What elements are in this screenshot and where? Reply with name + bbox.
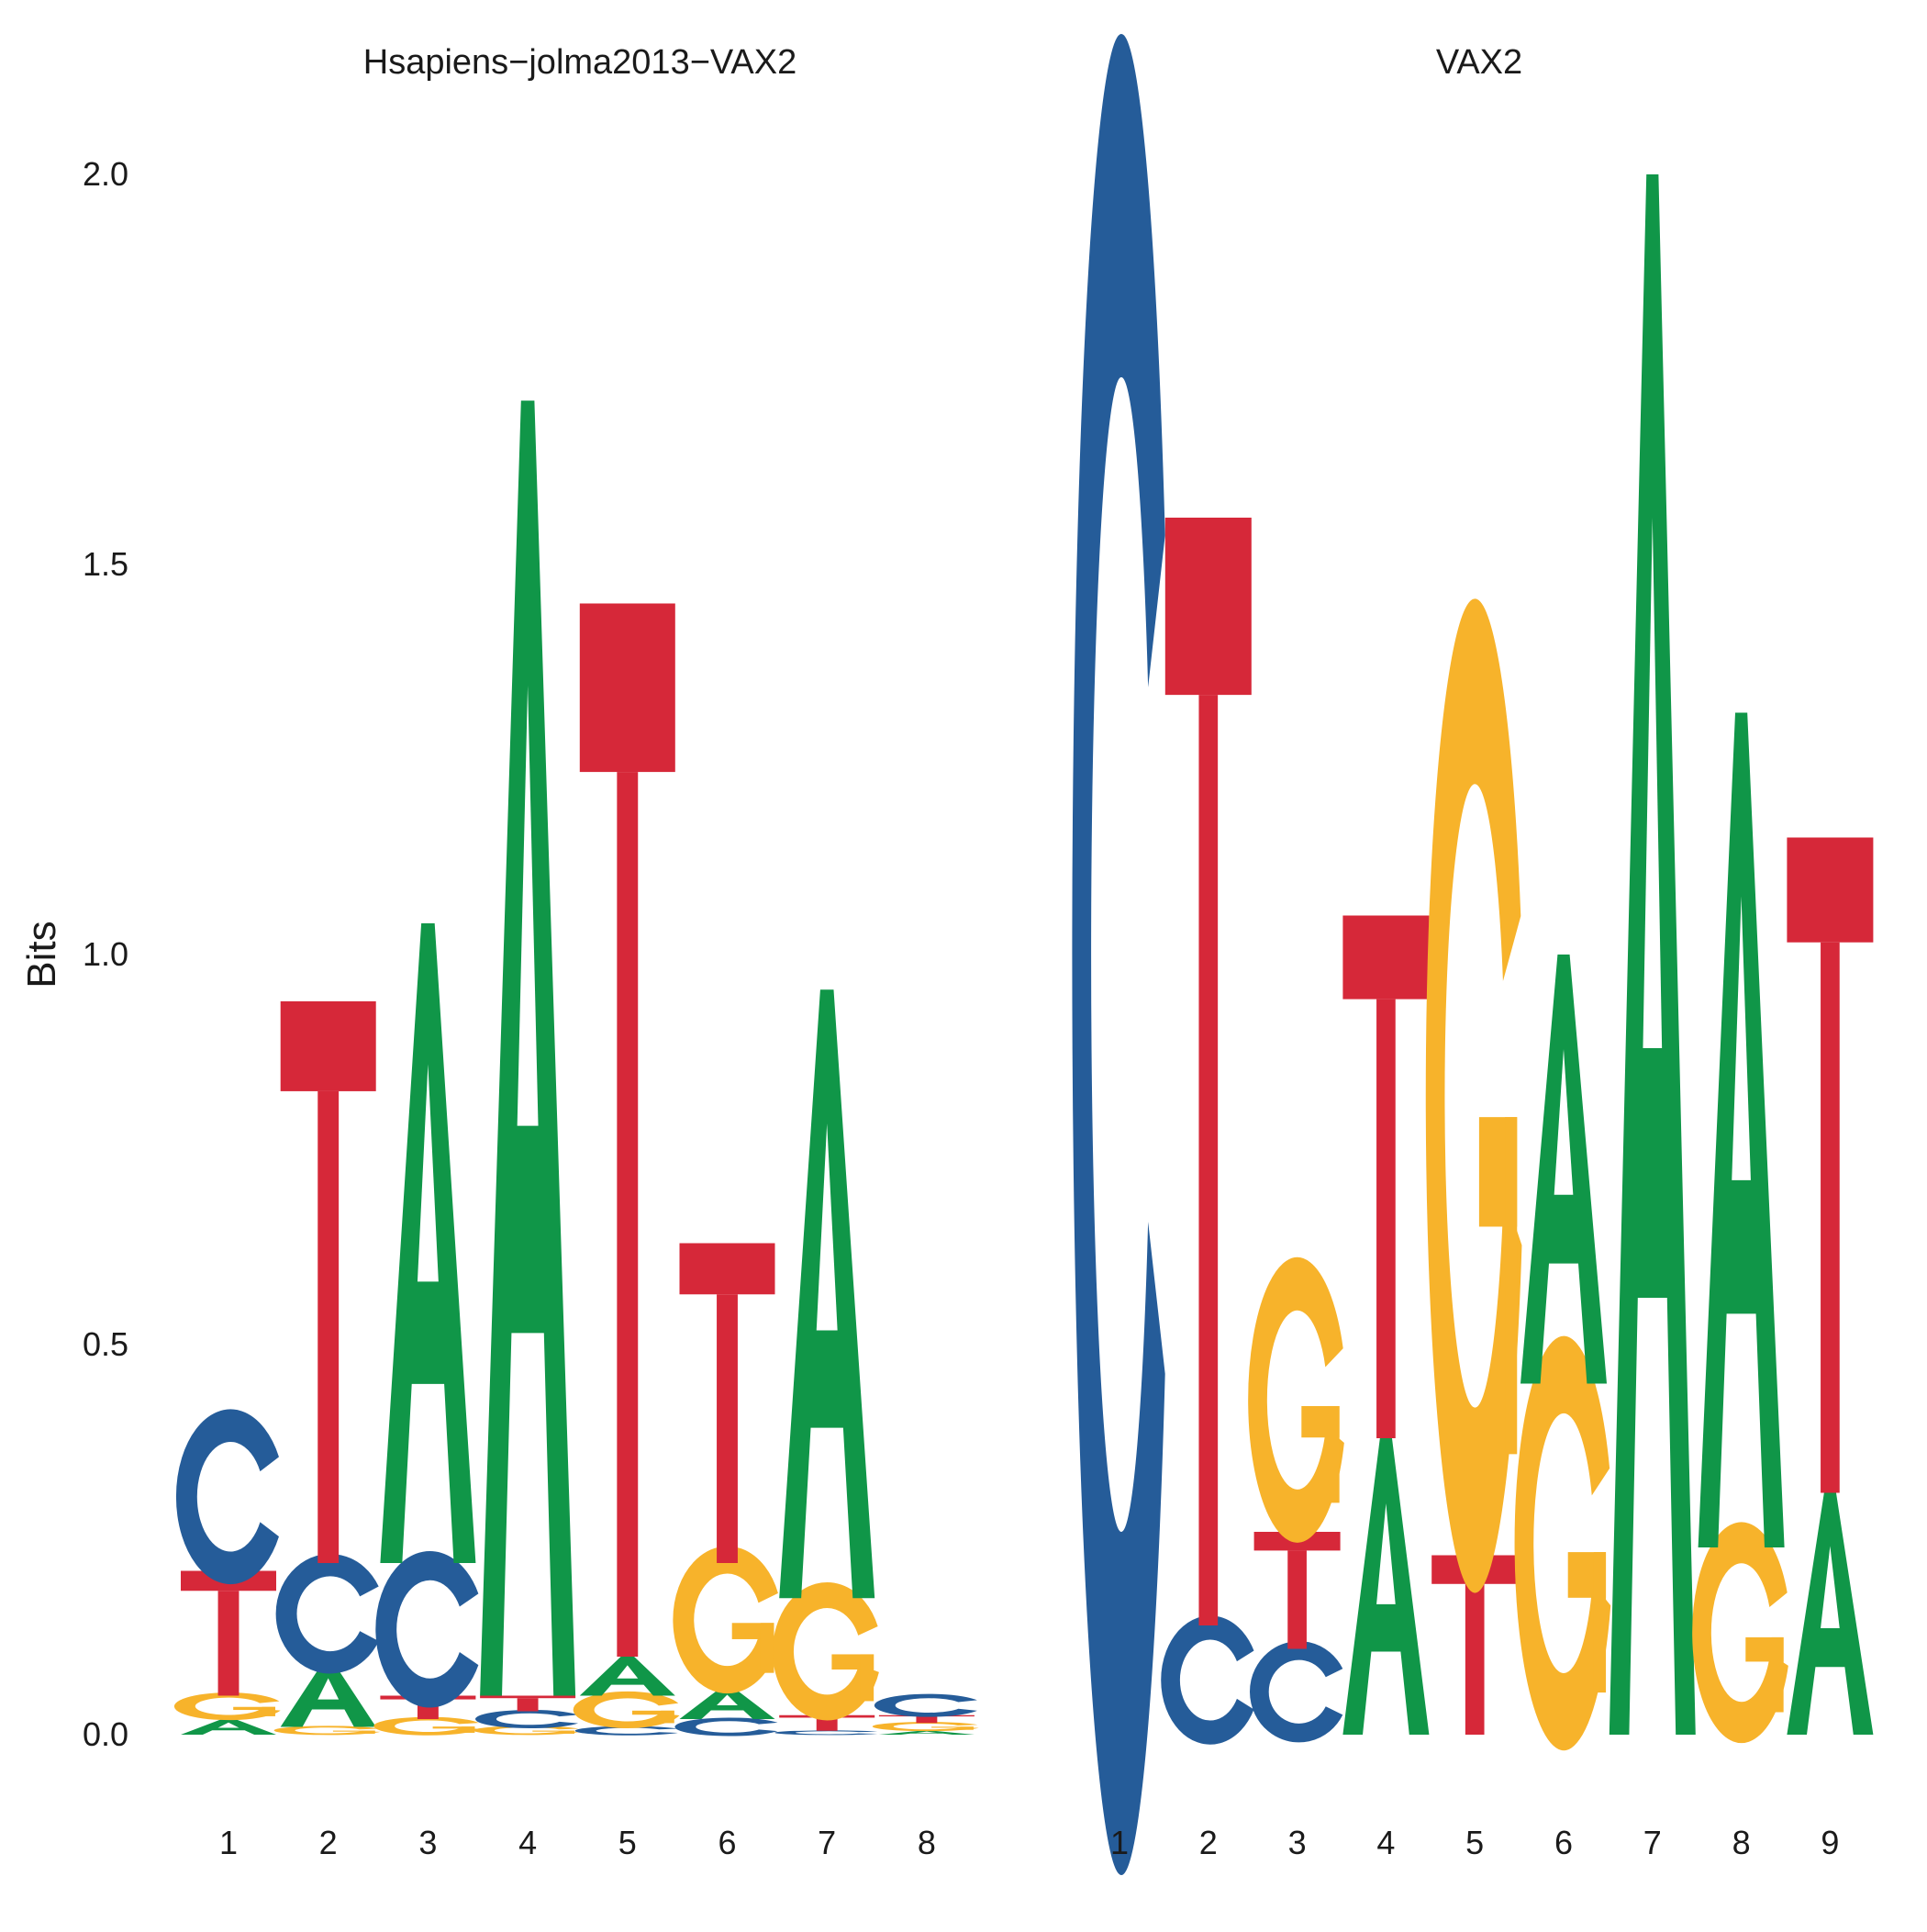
y-tick-label-4: 2.0: [83, 155, 128, 193]
panel-2-x-tick-5: 5: [1465, 1824, 1484, 1861]
panel-1-pos-7-letter-C: [774, 1730, 878, 1736]
panel-2-x-tick-3: 3: [1288, 1824, 1307, 1861]
panel-1-pos-8-letter-G: [872, 1722, 979, 1732]
panel-1-x-tick-8: 8: [918, 1824, 936, 1861]
y-tick-label-0: 0.0: [83, 1715, 128, 1753]
panel-1-pos-3-letter-A: [380, 923, 476, 1563]
y-tick-label-1: 0.5: [83, 1325, 128, 1363]
y-axis-title: Bits: [19, 921, 64, 988]
panel-1-x-tick-4: 4: [518, 1824, 537, 1861]
panel-2-pos-8-letter-G: [1692, 1522, 1788, 1744]
panel-1-pos-8-letter-A: [878, 1730, 975, 1735]
panel-1-pos-4-letter-C: [475, 1709, 579, 1729]
panel-2-x-tick-8: 8: [1732, 1824, 1751, 1861]
panel-1-pos-2-letter-A: [280, 1664, 376, 1727]
panel-1-x-tick-1: 1: [219, 1824, 238, 1861]
panel-2-pos-7-letter-A: [1609, 174, 1696, 1735]
panel-2-x-tick-2: 2: [1199, 1824, 1218, 1861]
panel-2-pos-9-letter-T: [1787, 837, 1874, 1493]
panel-1-x-tick-7: 7: [818, 1824, 836, 1861]
panel-2-x-tick-1: 1: [1110, 1824, 1129, 1861]
panel-1-title: Hsapiens−jolma2013−VAX2: [363, 43, 797, 82]
panel-2-pos-2-letter-T: [1164, 518, 1252, 1625]
panel-2-pos-4-letter-A: [1342, 1438, 1430, 1735]
panel-1-pos-1-letter-G: [173, 1692, 281, 1721]
panel-1-pos-6-letter-C: [674, 1717, 778, 1737]
panel-1-pos-6-letter-T: [679, 1243, 775, 1563]
panel-1-pos-7-letter-G: [773, 1582, 879, 1721]
panel-2-pos-8-letter-A: [1698, 712, 1785, 1547]
panel-2-pos-2-letter-C: [1161, 1615, 1254, 1745]
panel-2-pos-9-letter-A: [1787, 1492, 1874, 1735]
panel-1-pos-3-letter-C: [375, 1551, 479, 1708]
panel-1-pos-6-letter-G: [673, 1546, 780, 1693]
panel-2-pos-6-letter-G: [1514, 1335, 1611, 1751]
panel-1-pos-1-letter-A: [181, 1719, 276, 1735]
panel-1-pos-5-letter-A: [579, 1657, 675, 1696]
panel-2-pos-4-letter-T: [1342, 915, 1430, 1438]
panel-2-pos-6-letter-A: [1520, 955, 1607, 1384]
y-axis-ticks: 0.0 0.5 1.0 1.5 2.0: [83, 155, 128, 1753]
panel-1-logo: 1 2 3 4 5 6 7 8: [173, 400, 979, 1861]
panel-2-pos-3-letter-T: [1253, 1532, 1341, 1649]
panel-1-pos-2-letter-G: [273, 1725, 381, 1736]
panel-2-x-tick-9: 9: [1821, 1824, 1839, 1861]
panel-1-pos-2-letter-T: [280, 1001, 376, 1563]
panel-1-pos-2-letter-C: [275, 1554, 379, 1674]
panel-1-pos-4-letter-A: [480, 400, 576, 1696]
panel-1-pos-6-letter-A: [679, 1688, 775, 1719]
panel-2-x-tick-4: 4: [1376, 1824, 1395, 1861]
panel-2-pos-3-letter-C: [1250, 1641, 1343, 1743]
panel-1-pos-1-letter-T: [181, 1570, 276, 1696]
panel-1-pos-5-letter-G: [573, 1691, 680, 1729]
panel-2-pos-1-letter-C: [1072, 34, 1165, 1875]
y-tick-label-3: 1.5: [83, 545, 128, 583]
panel-2-title: VAX2: [1436, 43, 1522, 82]
y-tick-label-2: 1.0: [83, 935, 128, 973]
panel-1-x-tick-5: 5: [618, 1824, 637, 1861]
panel-1-pos-1-letter-C: [175, 1409, 279, 1584]
panel-1-x-tick-3: 3: [418, 1824, 437, 1861]
panel-2-logo: 1 2 3 4 5 6 7 8 9: [1072, 34, 1874, 1875]
panel-2-pos-5-letter-G: [1425, 598, 1522, 1593]
panel-1-x-tick-6: 6: [718, 1824, 736, 1861]
panel-1-pos-8-letter-C: [874, 1693, 977, 1717]
panel-1-pos-7-letter-A: [779, 989, 875, 1599]
panel-1-pos-5-letter-T: [579, 603, 675, 1657]
panel-2-x-tick-6: 6: [1554, 1824, 1573, 1861]
panel-1-pos-3-letter-G: [373, 1716, 481, 1736]
panel-2-x-tick-7: 7: [1643, 1824, 1662, 1861]
panel-2-pos-3-letter-G: [1248, 1256, 1344, 1543]
panel-1-x-tick-2: 2: [319, 1824, 338, 1861]
panel-1-pos-4-letter-T: [480, 1695, 576, 1712]
